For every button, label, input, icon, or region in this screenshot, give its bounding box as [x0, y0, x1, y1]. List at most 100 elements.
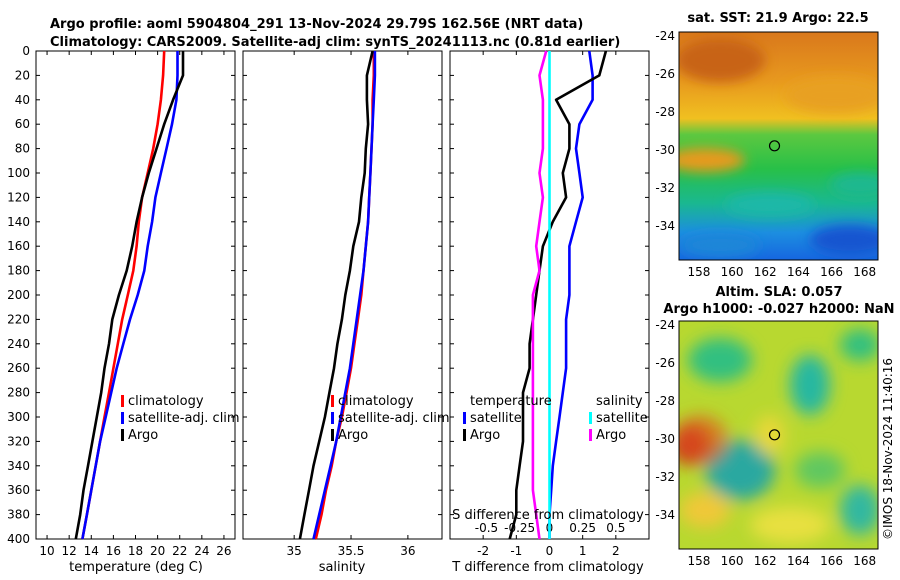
map-x-tick-label: 160 [721, 265, 744, 279]
series-line-salinity-argo [531, 50, 548, 540]
map-y-tick-label: -26 [655, 356, 675, 370]
sla-heatmap [679, 321, 878, 549]
map-y-tick-label: -24 [655, 29, 675, 43]
series-line-argo [298, 50, 374, 540]
legend-label-argo: Argo [338, 428, 368, 443]
x-tick-label: -1 [510, 544, 522, 558]
legend-label-argo: Argo [128, 428, 158, 443]
difference-legend: temperature satellite Argo salinity sate… [463, 394, 648, 443]
map-x-tick-label: 168 [853, 554, 876, 568]
sla-argo-location-marker [768, 429, 781, 441]
series-line-temperature-satellite [548, 50, 594, 539]
x-tick-label: 14 [84, 544, 99, 558]
x-tick-label: 12 [62, 544, 77, 558]
t-difference-axis-label: T difference from climatology [451, 560, 644, 575]
legend-swatch-climatology [121, 395, 124, 407]
map-y-tick-label: -30 [655, 143, 675, 157]
x-tick-label: 20 [150, 544, 165, 558]
y-tick-label: 280 [7, 386, 30, 400]
legend-label-s-satellite: satellite [596, 411, 648, 426]
series-line-satellite-adj-clim [81, 51, 179, 540]
y-tick-label: 360 [7, 483, 30, 497]
y-tick-label: 60 [15, 117, 30, 131]
map-y-tick-label: -34 [655, 219, 675, 233]
legend-swatch-s-argo [589, 429, 592, 441]
s-tick-label: 0.25 [569, 521, 596, 535]
y-tick-label: 40 [15, 93, 30, 107]
x-tick-label: 36 [400, 544, 415, 558]
x-tick-label: 0 [546, 544, 554, 558]
sla-map-title: Altim. SLA: 0.057 [716, 285, 843, 300]
series-line-argo [74, 51, 185, 540]
x-tick-label: -2 [477, 544, 489, 558]
legend-label-satellite: satellite-adj. clim [128, 411, 240, 426]
y-tick-label: 160 [7, 239, 30, 253]
profile-lines [74, 50, 608, 540]
x-tick-label: 35.5 [338, 544, 365, 558]
map-y-tick-label: -30 [655, 432, 675, 446]
map-x-tick-label: 166 [820, 554, 843, 568]
sst-argo-location-marker [768, 140, 781, 152]
legend-swatch-s-satellite [589, 412, 592, 424]
imos-watermark: ©IMOS 18-Nov-2024 11:40:16 [881, 358, 895, 540]
x-tick-label: 2 [612, 544, 620, 558]
map-y-tick-label: -32 [655, 181, 675, 195]
map-y-tick-label: -26 [655, 67, 675, 81]
x-tick-label: 35 [287, 544, 302, 558]
salinity-legend: climatology satellite-adj. clim Argo [331, 394, 450, 443]
x-tick-label: 26 [216, 544, 231, 558]
salinity-plot-frame [242, 50, 443, 540]
legend-label-t-satellite: satellite [470, 411, 522, 426]
x-tick-label: 16 [106, 544, 121, 558]
x-tick-label: 24 [194, 544, 209, 558]
sst-map-title: sat. SST: 21.9 Argo: 22.5 [687, 11, 868, 26]
sla-map-subtitle: Argo h1000: -0.027 h2000: NaN [663, 302, 894, 317]
y-tick-label: 380 [7, 508, 30, 522]
legend-swatch-argo [121, 429, 124, 441]
y-tick-label: 300 [7, 410, 30, 424]
legend-label-s-argo: Argo [596, 428, 626, 443]
y-tick-label: 180 [7, 264, 30, 278]
map-x-tick-label: 162 [754, 554, 777, 568]
map-x-tick-label: 168 [853, 265, 876, 279]
map-x-tick-label: 162 [754, 265, 777, 279]
legend-label-satellite: satellite-adj. clim [338, 411, 450, 426]
y-tick-label: 0 [22, 44, 30, 58]
y-tick-label: 20 [15, 68, 30, 82]
map-x-tick-label: 158 [687, 554, 710, 568]
y-tick-label: 140 [7, 215, 30, 229]
temperature-axis-label: temperature (deg C) [69, 560, 203, 575]
x-tick-label: 18 [128, 544, 143, 558]
y-tick-label: 320 [7, 434, 30, 448]
chart-title-line2: Climatology: CARS2009. Satellite-adj cli… [50, 35, 620, 50]
map-x-tick-label: 166 [820, 265, 843, 279]
x-tick-label: 22 [172, 544, 187, 558]
s-tick-label: 0.5 [606, 521, 625, 535]
legend-swatch-t-satellite [463, 412, 466, 424]
temperature-legend: climatology satellite-adj. clim Argo [121, 394, 240, 443]
chart-title-line1: Argo profile: aoml 5904804_291 13-Nov-20… [50, 17, 583, 32]
map-x-tick-label: 164 [787, 554, 810, 568]
map-y-tick-label: -28 [655, 105, 675, 119]
legend-swatch-climatology [331, 395, 334, 407]
legend-swatch-argo [331, 429, 334, 441]
legend-title-temperature: temperature [470, 394, 552, 409]
salinity-axis-label: salinity [319, 560, 366, 575]
map-x-tick-label: 160 [721, 554, 744, 568]
s-tick-label: -0.25 [504, 521, 535, 535]
map-y-tick-label: -32 [655, 470, 675, 484]
legend-title-salinity: salinity [596, 394, 643, 409]
y-tick-label: 260 [7, 361, 30, 375]
map-x-tick-label: 158 [687, 265, 710, 279]
s-difference-axis-label: S difference from climatology [452, 508, 644, 523]
x-tick-label: 1 [579, 544, 587, 558]
legend-label-climatology: climatology [128, 394, 204, 409]
y-tick-label: 200 [7, 288, 30, 302]
map-x-tick-label: 164 [787, 265, 810, 279]
y-tick-label: 220 [7, 312, 30, 326]
y-tick-label: 80 [15, 142, 30, 156]
legend-swatch-satellite [121, 412, 124, 424]
y-tick-label: 340 [7, 459, 30, 473]
legend-swatch-t-argo [463, 429, 466, 441]
y-tick-label: 240 [7, 337, 30, 351]
